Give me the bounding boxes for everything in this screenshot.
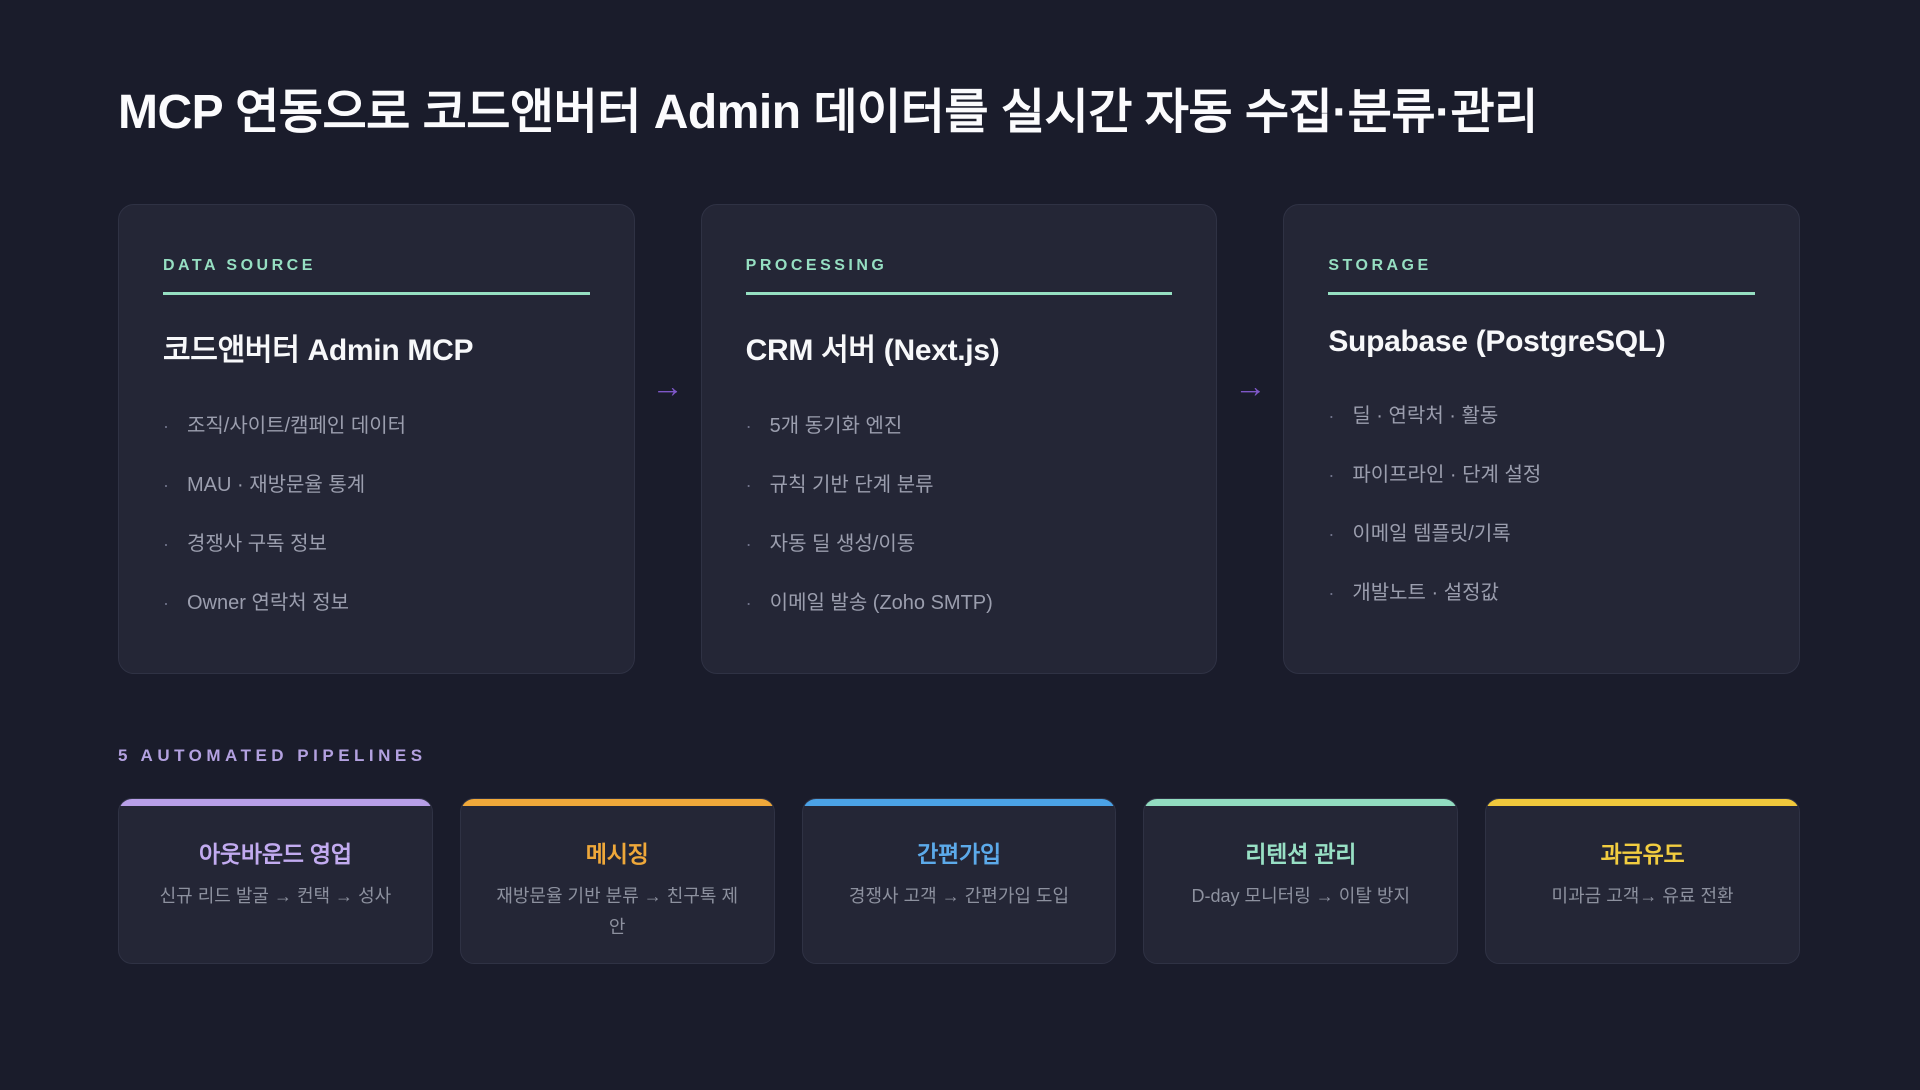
card-title: CRM 서버 (Next.js)	[745, 333, 1000, 367]
pipeline-title: 과금유도	[1600, 840, 1685, 867]
card-title: 코드앤버터 Admin MCP	[163, 333, 474, 367]
flow-card-processing: PROCESSING CRM 서버 (Next.js) 5개 동기화 엔진 규칙…	[700, 203, 1218, 674]
list-item: Owner 연락처 정보	[163, 592, 590, 615]
pipeline-card-retention: 리텐션 관리 D-day 모니터링 → 이탈 방지	[1143, 797, 1459, 964]
pipeline-subtitle: D-day 모니터링 → 이탈 방지	[1191, 885, 1411, 906]
list-item: 딜 · 연락처 · 활동	[1328, 405, 1755, 428]
list-item: 파이프라인 · 단계 설정	[1328, 464, 1755, 487]
right-arrow-icon: →	[1234, 368, 1267, 405]
card-label: PROCESSING	[745, 256, 888, 274]
flow-arrow-container: →	[1217, 204, 1283, 674]
accent-bar	[1144, 798, 1458, 806]
flow-card-storage: STORAGE Supabase (PostgreSQL) 딜 · 연락처 · …	[1283, 203, 1801, 674]
pipeline-subtitle: 재방문율 기반 분류 → 친구톡 제안	[496, 885, 739, 938]
list-item: MAU · 재방문율 통계	[163, 474, 590, 497]
card-underline	[745, 291, 1173, 295]
pipeline-card-easy-signup: 간편가입 경쟁사 고객 → 간편가입 도입	[801, 797, 1117, 964]
architecture-flow: DATA SOURCE 코드앤버터 Admin MCP 조직/사이트/캠페인 데…	[118, 203, 1801, 674]
accent-bar	[119, 798, 432, 806]
card-underline	[1328, 291, 1756, 295]
page-title: MCP 연동으로 코드앤버터 Admin 데이터를 실시간 자동 수집·분류·관…	[118, 86, 1538, 139]
card-underline	[163, 291, 590, 295]
flow-arrow-container: →	[635, 204, 701, 674]
pipeline-title: 아웃바운드 영업	[198, 840, 352, 867]
list-item: 이메일 템플릿/기록	[1328, 523, 1755, 546]
list-item: 조직/사이트/캠페인 데이터	[163, 415, 590, 438]
card-label: STORAGE	[1328, 256, 1432, 274]
right-arrow-icon: →	[651, 368, 684, 405]
list-item: 경쟁사 구독 정보	[163, 533, 590, 556]
list-item: 자동 딜 생성/이동	[746, 533, 1173, 556]
pipeline-subtitle: 경쟁사 고객 → 간편가입 도입	[848, 885, 1070, 906]
accent-bar	[802, 798, 1116, 806]
card-item-list: 딜 · 연락처 · 활동 파이프라인 · 단계 설정 이메일 템플릿/기록 개발…	[1328, 405, 1755, 605]
list-item: 이메일 발송 (Zoho SMTP)	[746, 592, 1173, 615]
card-title: Supabase (PostgreSQL)	[1328, 324, 1666, 358]
accent-bar	[460, 798, 774, 806]
card-item-list: 조직/사이트/캠페인 데이터 MAU · 재방문율 통계 경쟁사 구독 정보 O…	[163, 415, 590, 615]
pipeline-card-messaging: 메시징 재방문율 기반 분류 → 친구톡 제안	[459, 797, 775, 964]
pipeline-subtitle: 미과금 고객→ 유료 전환	[1551, 885, 1734, 906]
list-item: 규칙 기반 단계 분류	[746, 474, 1173, 497]
pipelines-row: 아웃바운드 영업 신규 리드 발굴 → 컨택 → 성사 메시징 재방문율 기반 …	[118, 797, 1800, 964]
list-item: 5개 동기화 엔진	[746, 415, 1173, 438]
pipeline-card-outbound-sales: 아웃바운드 영업 신규 리드 발굴 → 컨택 → 성사	[118, 797, 433, 964]
pipeline-subtitle: 신규 리드 발굴 → 컨택 → 성사	[159, 885, 392, 906]
pipeline-title: 간편가입	[917, 840, 1001, 867]
card-item-list: 5개 동기화 엔진 규칙 기반 단계 분류 자동 딜 생성/이동 이메일 발송 …	[746, 415, 1173, 615]
list-item: 개발노트 · 설정값	[1328, 582, 1755, 605]
pipeline-title: 메시징	[585, 840, 649, 867]
flow-card-data-source: DATA SOURCE 코드앤버터 Admin MCP 조직/사이트/캠페인 데…	[118, 203, 635, 674]
accent-bar	[1486, 798, 1799, 806]
pipelines-heading: 5 AUTOMATED PIPELINES	[118, 745, 427, 765]
pipeline-title: 리텐션 관리	[1245, 840, 1357, 867]
pipeline-card-monetization: 과금유도 미과금 고객→ 유료 전환	[1485, 797, 1800, 964]
card-label: DATA SOURCE	[163, 256, 316, 274]
